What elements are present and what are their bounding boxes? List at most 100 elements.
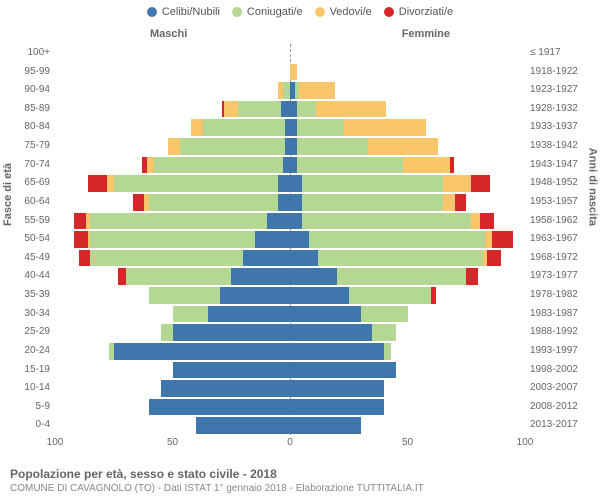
pyramid-row: 60-641953-1957 (55, 193, 525, 212)
bar-female (290, 380, 525, 397)
legend-item: Coniugati/e (232, 6, 303, 18)
bar-female (290, 82, 525, 99)
bar-segment (149, 399, 290, 416)
bar-segment (309, 231, 485, 248)
bar-segment (316, 101, 387, 118)
bar-male (55, 194, 290, 211)
bar-male (55, 324, 290, 341)
birth-year-label: 1993-1997 (530, 342, 590, 361)
bar-segment (318, 250, 483, 267)
bar-female (290, 362, 525, 379)
female-label: Femmine (402, 28, 450, 40)
bar-segment (283, 82, 290, 99)
birth-year-label: 1928-1932 (530, 100, 590, 119)
footer: Popolazione per età, sesso e stato civil… (10, 467, 590, 494)
bar-segment (290, 268, 337, 285)
bar-segment (297, 138, 368, 155)
pyramid-row: 35-391978-1982 (55, 286, 525, 305)
bar-segment (79, 250, 91, 267)
bar-male (55, 101, 290, 118)
bar-female (290, 343, 525, 360)
birth-year-label: 2013-2017 (530, 416, 590, 435)
bar-female (290, 138, 525, 155)
bar-female (290, 119, 525, 136)
pyramid-row: 70-741943-1947 (55, 156, 525, 175)
pyramid-row: 80-841933-1937 (55, 118, 525, 137)
pyramid-row: 85-891928-1932 (55, 100, 525, 119)
chart-subtitle: COMUNE DI CAVAGNOLO (TO) - Dati ISTAT 1°… (10, 483, 590, 494)
bar-segment (74, 231, 88, 248)
bar-segment (403, 157, 450, 174)
bar-segment (480, 213, 494, 230)
legend-label: Celibi/Nubili (162, 6, 220, 18)
bar-segment (255, 231, 290, 248)
x-axis: 10050050100 (55, 437, 525, 452)
bar-segment (161, 380, 290, 397)
bar-male (55, 82, 290, 99)
age-label: 90-94 (10, 81, 50, 100)
bar-segment (173, 306, 208, 323)
age-label: 55-59 (10, 212, 50, 231)
bar-segment (173, 362, 291, 379)
birth-year-label: 1938-1942 (530, 137, 590, 156)
bar-segment (297, 101, 316, 118)
bar-segment (88, 175, 107, 192)
birth-year-label: 1933-1937 (530, 118, 590, 137)
age-label: 70-74 (10, 156, 50, 175)
bar-female (290, 45, 525, 62)
bar-segment (471, 175, 490, 192)
bar-female (290, 64, 525, 81)
pyramid-row: 0-42013-2017 (55, 416, 525, 435)
bar-segment (290, 306, 361, 323)
bar-segment (471, 213, 480, 230)
age-label: 50-54 (10, 230, 50, 249)
birth-year-label: 1988-1992 (530, 323, 590, 342)
x-tick: 50 (167, 437, 178, 448)
bar-segment (302, 213, 471, 230)
birth-year-label: 1998-2002 (530, 361, 590, 380)
x-tick: 0 (287, 437, 293, 448)
bar-male (55, 343, 290, 360)
bar-female (290, 268, 525, 285)
bar-segment (431, 287, 436, 304)
pyramid-row: 100+≤ 1917 (55, 44, 525, 63)
bar-male (55, 250, 290, 267)
bar-segment (267, 213, 291, 230)
legend-item: Vedovi/e (315, 6, 372, 18)
birth-year-label: 1983-1987 (530, 305, 590, 324)
bar-segment (290, 138, 297, 155)
x-tick: 100 (517, 437, 534, 448)
bar-female (290, 399, 525, 416)
bar-segment (220, 287, 291, 304)
bar-segment (180, 138, 286, 155)
legend-label: Vedovi/e (330, 6, 372, 18)
bar-segment (168, 138, 180, 155)
x-tick: 50 (402, 437, 413, 448)
bar-segment (90, 250, 243, 267)
bar-segment (90, 213, 266, 230)
pyramid-row: 30-341983-1987 (55, 305, 525, 324)
bar-female (290, 306, 525, 323)
legend-swatch (147, 7, 157, 17)
bar-segment (290, 231, 309, 248)
age-label: 25-29 (10, 323, 50, 342)
chart-title: Popolazione per età, sesso e stato civil… (10, 467, 590, 481)
bar-segment (290, 213, 302, 230)
age-label: 10-14 (10, 379, 50, 398)
bar-segment (302, 194, 443, 211)
bar-male (55, 175, 290, 192)
bar-male (55, 306, 290, 323)
bar-segment (290, 380, 384, 397)
age-label: 35-39 (10, 286, 50, 305)
bar-male (55, 380, 290, 397)
birth-year-label: 1973-1977 (530, 267, 590, 286)
bar-female (290, 250, 525, 267)
bar-segment (290, 399, 384, 416)
bar-male (55, 213, 290, 230)
bar-male (55, 119, 290, 136)
bar-segment (290, 362, 396, 379)
bar-segment (290, 64, 297, 81)
bar-male (55, 64, 290, 81)
birth-year-label: 2003-2007 (530, 379, 590, 398)
age-label: 65-69 (10, 174, 50, 193)
